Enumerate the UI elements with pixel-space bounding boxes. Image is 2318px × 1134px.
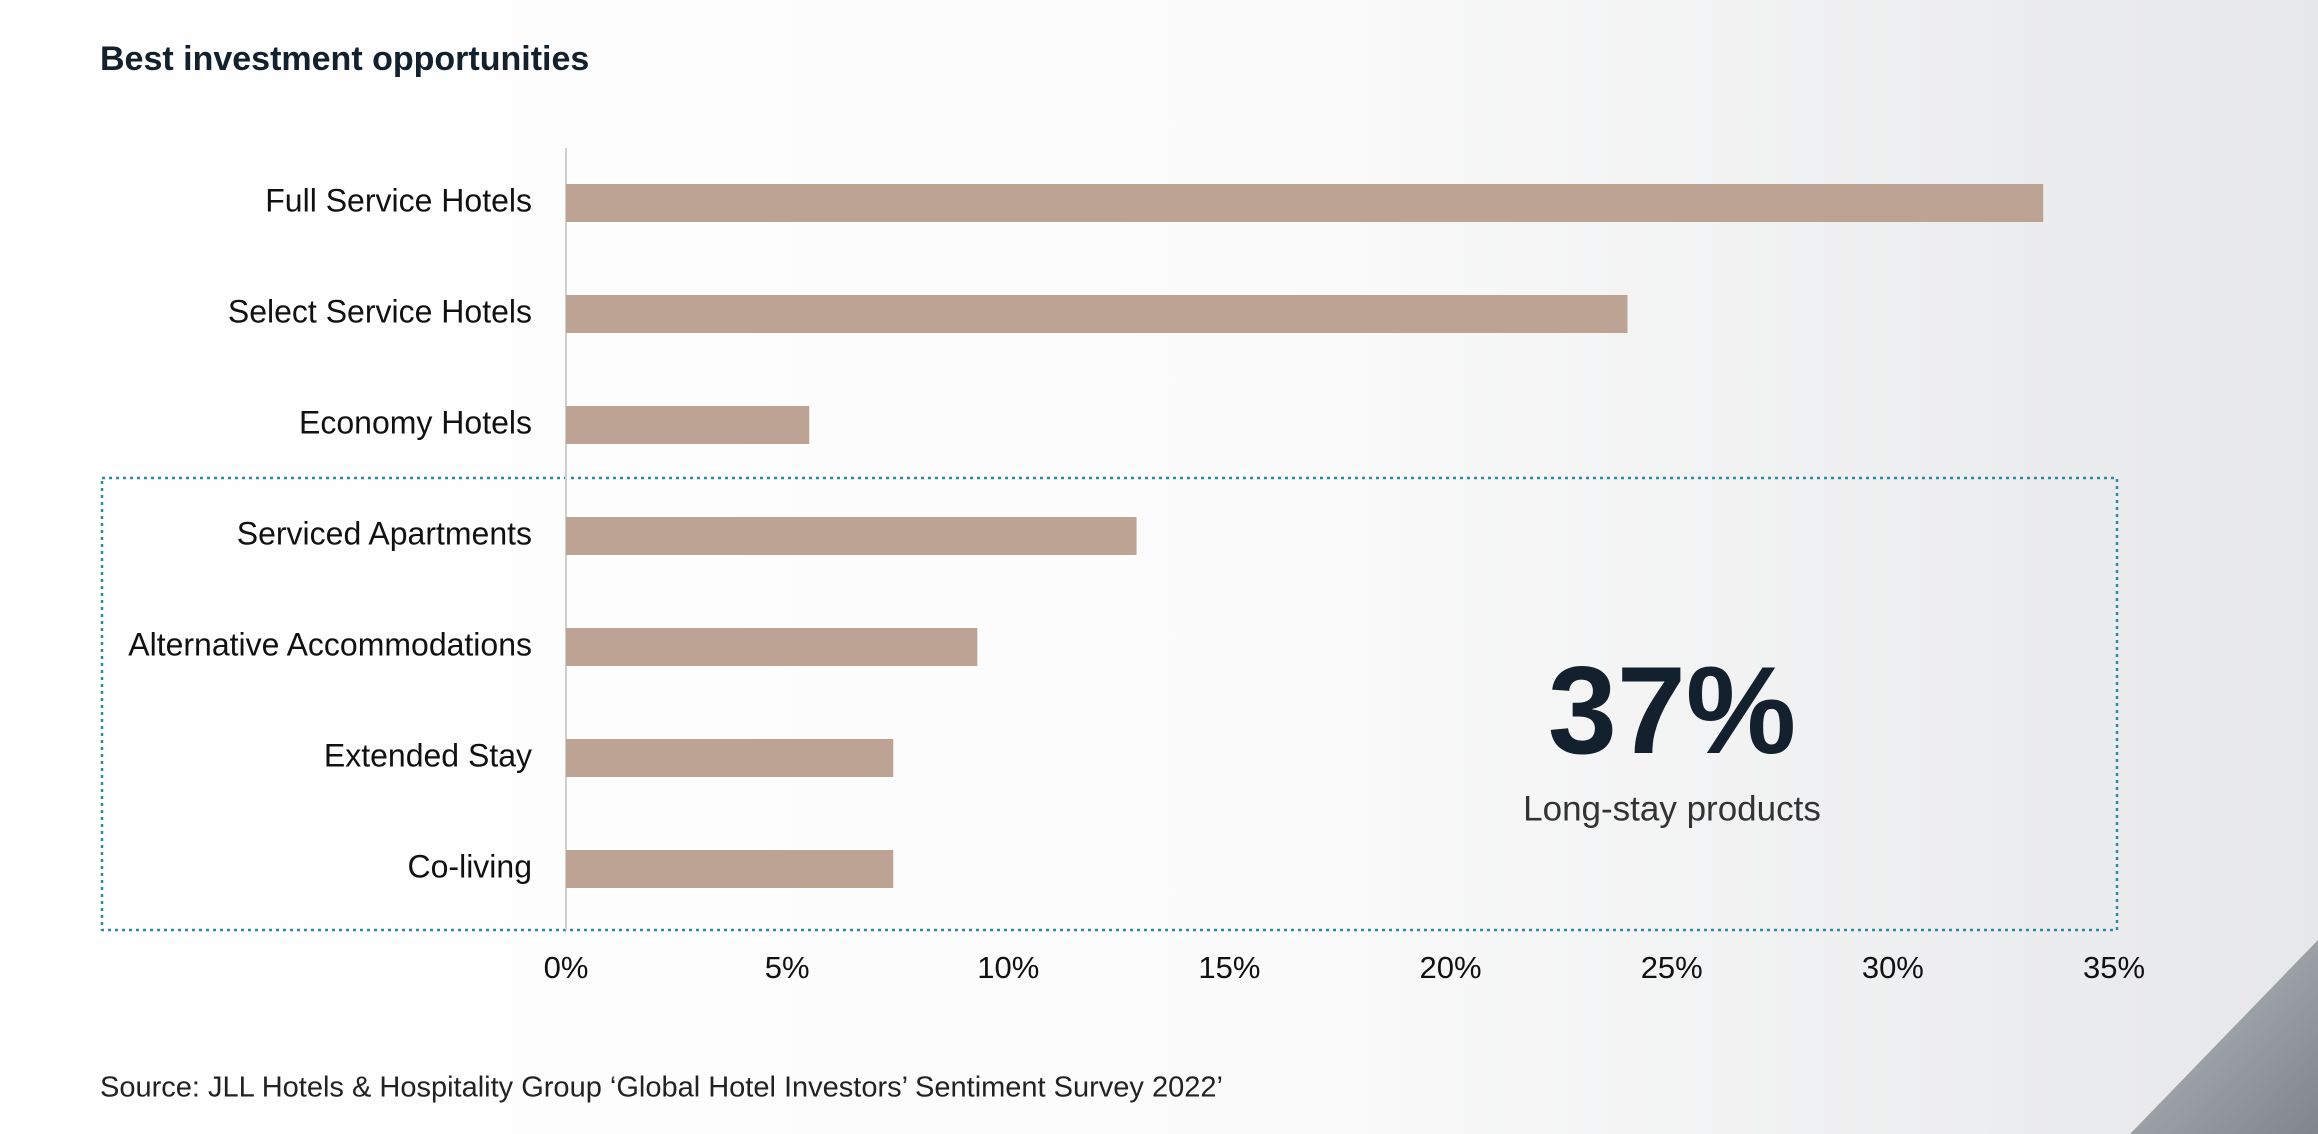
bar [566,739,894,777]
y-tick-label: Full Service Hotels [265,182,532,218]
bar [566,628,978,666]
bar [566,406,810,444]
bar [566,850,894,888]
x-tick-label: 20% [1420,950,1482,985]
y-tick-label: Serviced Apartments [237,515,532,551]
y-tick-label: Alternative Accommodations [128,626,532,662]
x-tick-label: 5% [765,950,810,985]
annotation-value: 37% [1548,642,1796,780]
x-tick-label: 25% [1641,950,1703,985]
x-tick-label: 35% [2083,950,2145,985]
highlight-box [100,476,2119,932]
bar [566,517,1137,555]
corner-decoration [2130,940,2318,1134]
x-tick-label: 10% [977,950,1039,985]
x-tick-label: 15% [1198,950,1260,985]
x-tick-label: 30% [1862,950,1924,985]
chart-title: Best investment opportunities [100,40,589,78]
x-tick-label: 0% [544,950,589,985]
bar [566,184,2044,222]
y-tick-label: Extended Stay [324,737,532,773]
bar [566,295,1628,333]
y-tick-label: Co-living [408,848,532,884]
y-tick-label: Economy Hotels [299,404,532,440]
annotation-text: Long-stay products [1523,789,1821,828]
y-tick-label: Select Service Hotels [228,293,532,329]
source: Source: JLL Hotels & Hospitality Group ‘… [100,1072,1223,1104]
